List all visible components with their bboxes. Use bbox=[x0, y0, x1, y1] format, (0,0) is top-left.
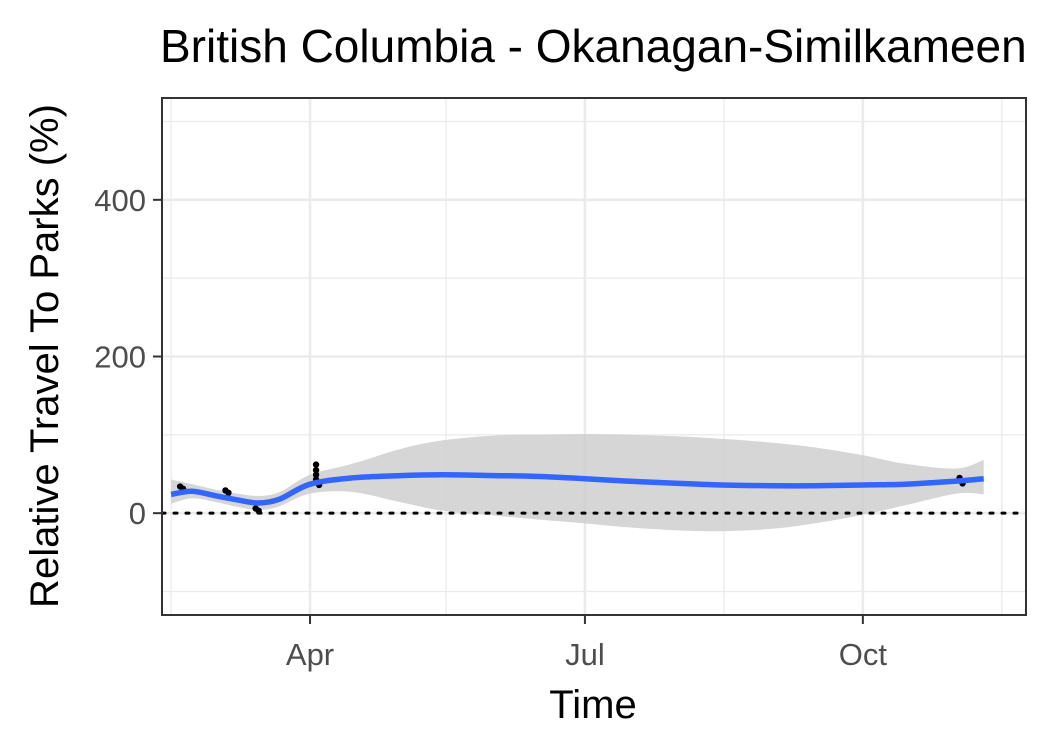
trend-line-layer bbox=[170, 472, 984, 506]
y-tick-label: 0 bbox=[129, 496, 146, 531]
data-point bbox=[312, 461, 320, 468]
x-tick-label: Jul bbox=[565, 637, 605, 672]
confidence-band-layer bbox=[171, 434, 984, 532]
points-layer bbox=[176, 461, 966, 515]
data-point bbox=[255, 507, 262, 515]
chart-title: British Columbia - Okanagan-Similkameen bbox=[160, 20, 1027, 72]
x-axis: Apr Jul Oct bbox=[286, 615, 887, 672]
x-tick-label: Oct bbox=[839, 637, 888, 672]
y-axis-title: Relative Travel To Parks (%) bbox=[23, 104, 67, 608]
x-axis-title: Time bbox=[549, 683, 636, 727]
data-point bbox=[225, 489, 232, 496]
confidence-band bbox=[171, 434, 984, 532]
data-point bbox=[312, 466, 320, 474]
y-tick-label: 400 bbox=[94, 183, 146, 218]
trend-line bbox=[170, 472, 984, 506]
y-axis: 0 200 400 bbox=[94, 183, 162, 531]
data-point bbox=[312, 471, 320, 478]
y-tick-label: 200 bbox=[94, 340, 146, 375]
x-tick-label: Apr bbox=[286, 637, 334, 672]
